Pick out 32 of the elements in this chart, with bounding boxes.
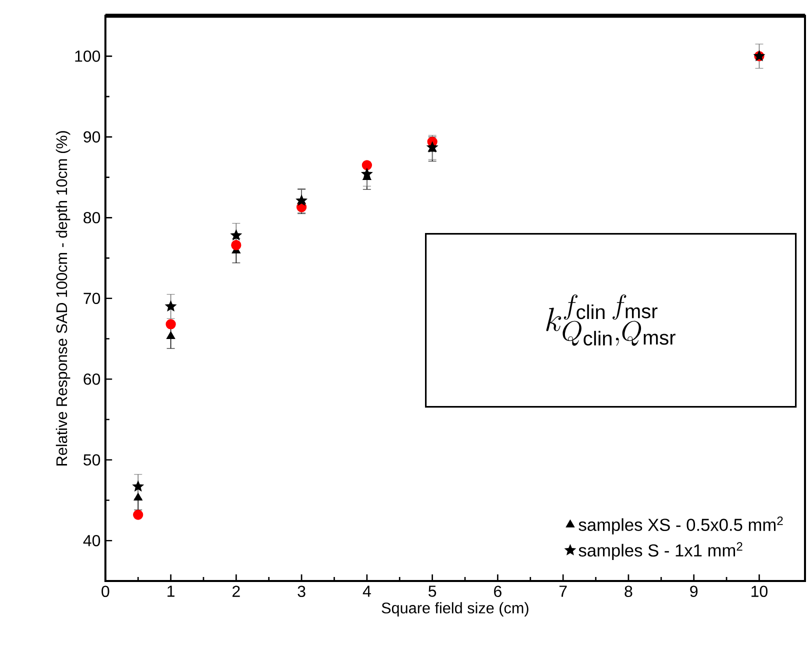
point	[230, 230, 242, 240]
point	[134, 492, 143, 500]
point	[362, 160, 372, 170]
y-tick-label: 70	[84, 292, 100, 304]
y-tick-label: 90	[84, 131, 100, 143]
x-tick-label: 5	[428, 586, 436, 597]
x-tick-label: 4	[362, 586, 371, 597]
legend-label: samples S - 1x1 mm$^{2}$	[578, 542, 742, 560]
y-axis-title: Relative Response SAD 100cm - depth 10cm (%)	[56, 131, 70, 466]
y-tick-label: 50	[84, 454, 100, 466]
x-tick-label: 6	[494, 586, 502, 598]
x-axis-title: Square field size (cm)	[382, 602, 528, 616]
x-tick-label: 8	[624, 586, 632, 598]
x-tick-label: 0	[102, 586, 110, 598]
y-tick-label: 40	[83, 534, 100, 546]
y-tick-label: 60	[84, 373, 100, 385]
x-tick-label: 2	[232, 586, 240, 597]
y-tick-label: 80	[84, 212, 100, 224]
legend-label: samples XS - 0.5x0.5 mm$^{2}$	[578, 516, 783, 534]
x-tick-label: 1	[168, 586, 174, 597]
y-tick-label: 100	[75, 50, 100, 62]
point	[166, 319, 176, 330]
x-tick-label: 10	[752, 586, 768, 598]
point	[165, 300, 176, 312]
annotation: $k^{f_\mathrm{clin}\,f_\mathrm{msr}}_{Q_\mathrm{clin},Q_\mathrm{msr}}$	[546, 294, 676, 346]
point	[361, 168, 373, 179]
x-tick-label: 7	[559, 586, 567, 597]
point	[166, 331, 176, 340]
point	[132, 480, 144, 492]
point	[133, 510, 144, 520]
x-tick-label: 9	[690, 586, 698, 598]
x-tick-label: 3	[298, 586, 306, 598]
